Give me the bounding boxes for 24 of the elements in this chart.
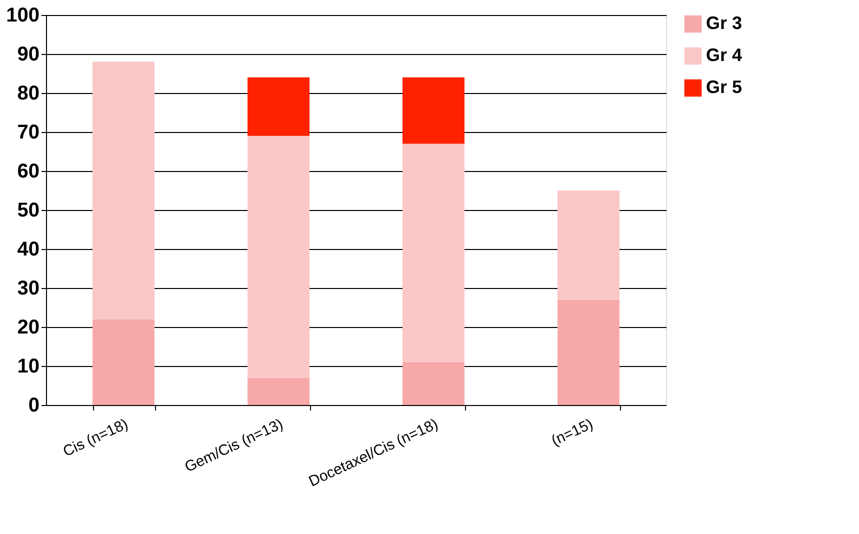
bar — [402, 144, 464, 362]
bar — [558, 190, 620, 300]
y-tick-label: 20 — [17, 316, 40, 338]
y-tick-label: 80 — [17, 82, 40, 104]
bar — [402, 77, 464, 144]
bar — [402, 362, 464, 405]
legend-label: Gr 4 — [706, 45, 742, 65]
y-tick-label: 70 — [17, 122, 40, 144]
y-tick-label: 90 — [17, 44, 40, 66]
bar — [248, 77, 310, 136]
y-tick-label: 0 — [28, 394, 40, 416]
legend-label: Gr 5 — [706, 77, 742, 97]
y-tick-label: 60 — [17, 160, 40, 182]
legend-label: Gr 3 — [706, 13, 742, 33]
bar — [92, 319, 154, 405]
bar — [248, 378, 310, 405]
bar — [248, 136, 310, 378]
y-tick-label: 30 — [17, 278, 40, 300]
bar — [558, 300, 620, 405]
bar — [92, 62, 154, 320]
y-tick-label: 50 — [17, 200, 40, 222]
y-tick-label: 40 — [17, 238, 40, 260]
y-tick-label: 100 — [6, 4, 40, 26]
y-tick-label: 10 — [17, 356, 40, 378]
